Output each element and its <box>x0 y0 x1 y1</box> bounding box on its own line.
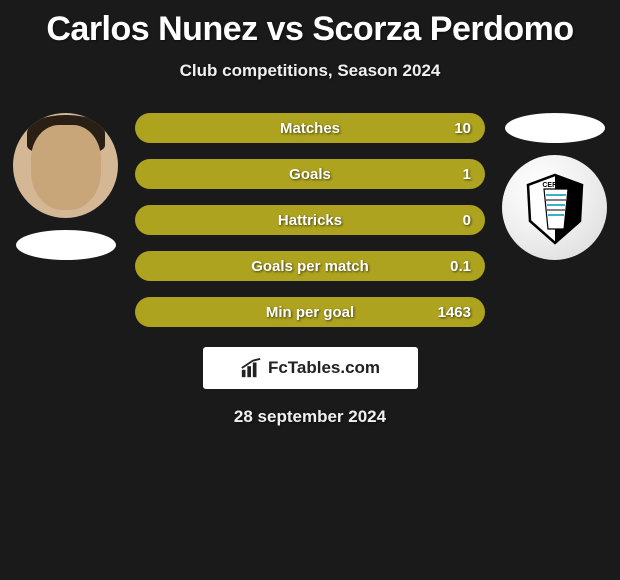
stat-right-value: 0.1 <box>450 258 471 275</box>
subtitle: Club competitions, Season 2024 <box>0 61 620 81</box>
stat-bar: .Goals per match0.1 <box>135 251 485 281</box>
page-title: Carlos Nunez vs Scorza Perdomo <box>0 0 620 49</box>
stat-right-value: 10 <box>454 120 471 137</box>
crest-text: CERRO <box>542 182 568 189</box>
stat-right-value: 1463 <box>438 304 471 321</box>
stat-right-value: 0 <box>463 212 471 229</box>
stat-bar: .Goals1 <box>135 159 485 189</box>
stat-label: Goals per match <box>251 258 369 275</box>
player-left <box>8 113 123 260</box>
stat-label: Min per goal <box>266 304 354 321</box>
stat-label: Hattricks <box>278 212 342 229</box>
player-left-avatar <box>13 113 118 218</box>
date-label: 28 september 2024 <box>0 407 620 427</box>
player-right: CERRO <box>497 113 612 260</box>
stat-label: Goals <box>289 166 331 183</box>
stat-right-value: 1 <box>463 166 471 183</box>
stat-bar: .Min per goal1463 <box>135 297 485 327</box>
player-right-avatar: CERRO <box>502 155 607 260</box>
branding-banner[interactable]: FcTables.com <box>203 347 418 389</box>
branding-logo-icon <box>240 357 262 379</box>
stat-bars: .Matches10.Goals1.Hattricks0.Goals per m… <box>135 113 485 327</box>
stat-bar: .Hattricks0 <box>135 205 485 235</box>
comparison-panel: CERRO .Matches10.Goals1.Hattricks0.Goals… <box>0 113 620 333</box>
stat-bar: .Matches10 <box>135 113 485 143</box>
player-right-team-badge <box>505 113 605 143</box>
branding-text: FcTables.com <box>268 358 380 378</box>
club-crest-icon: CERRO <box>524 173 586 245</box>
avatar-face <box>31 125 101 210</box>
stat-label: Matches <box>280 120 340 137</box>
player-left-team-badge <box>16 230 116 260</box>
